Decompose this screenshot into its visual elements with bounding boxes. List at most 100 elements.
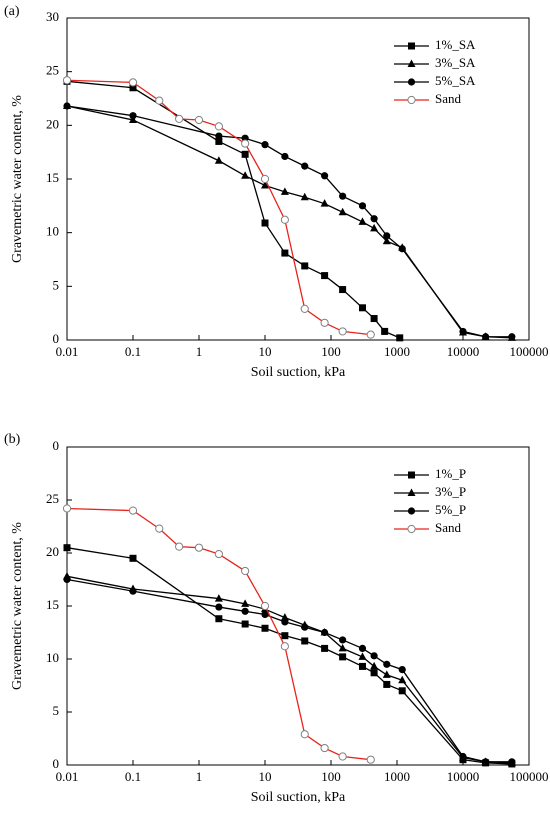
marker	[155, 524, 164, 533]
marker	[62, 76, 72, 85]
marker	[321, 172, 329, 180]
marker	[301, 623, 309, 631]
marker	[194, 115, 204, 125]
marker	[260, 174, 270, 184]
x-tick-label: 100000	[510, 344, 549, 359]
legend-label: 1%_P	[435, 466, 466, 481]
y-tick-label: 25	[46, 491, 59, 506]
marker	[338, 643, 347, 652]
marker	[370, 669, 378, 677]
marker	[63, 544, 71, 552]
marker	[300, 192, 309, 201]
legend-label: 5%_SA	[435, 73, 476, 88]
marker	[62, 504, 72, 513]
marker	[241, 150, 249, 158]
marker	[241, 566, 250, 576]
marker	[358, 644, 367, 653]
marker	[261, 180, 269, 189]
marker	[398, 666, 406, 674]
y-tick-label: 0	[53, 438, 60, 453]
x-tick-label: 100	[321, 344, 341, 359]
marker	[129, 112, 137, 120]
marker	[382, 670, 391, 678]
legend-label: 1%_SA	[435, 37, 476, 52]
legend-marker	[408, 471, 415, 479]
marker	[129, 554, 137, 562]
marker	[459, 752, 467, 761]
marker	[381, 327, 389, 335]
marker	[339, 653, 347, 661]
marker	[280, 215, 289, 224]
marker	[128, 78, 138, 87]
y-tick-label: 5	[53, 703, 60, 718]
series-line	[66, 80, 400, 339]
legend-marker	[407, 488, 416, 496]
marker	[241, 599, 250, 607]
marker	[321, 272, 329, 280]
marker	[398, 675, 407, 684]
marker	[241, 139, 250, 148]
legend-label: Sand	[435, 91, 462, 106]
marker	[320, 743, 329, 753]
marker	[241, 171, 250, 179]
marker	[459, 327, 467, 336]
marker	[358, 304, 366, 312]
y-tick-label: 30	[46, 9, 59, 24]
x-tick-label: 10	[259, 344, 272, 359]
y-tick-label: 5	[53, 277, 60, 292]
y-tick-label: 20	[46, 116, 59, 131]
x-axis-label: Soil suction, kPa	[251, 365, 346, 380]
marker	[338, 327, 347, 336]
panel-label: (b)	[4, 432, 21, 447]
marker	[396, 334, 404, 342]
marker	[155, 96, 164, 105]
y-tick-label: 0	[53, 331, 60, 346]
legend-label: 3%_SA	[435, 55, 476, 70]
x-tick-label: 10000	[447, 344, 480, 359]
marker	[214, 122, 223, 131]
marker	[280, 613, 289, 621]
series-line	[66, 105, 512, 338]
marker	[481, 758, 490, 766]
x-tick-label: 0.01	[56, 769, 79, 784]
marker	[366, 330, 375, 339]
y-tick-label: 20	[46, 544, 59, 559]
marker	[300, 730, 309, 739]
marker	[63, 575, 71, 584]
marker	[175, 114, 184, 123]
series-line	[66, 105, 512, 339]
marker	[398, 245, 406, 253]
x-tick-label: 1000	[384, 769, 410, 784]
series-line	[66, 79, 371, 336]
marker	[481, 333, 490, 341]
marker	[63, 102, 71, 110]
marker	[281, 632, 289, 640]
marker	[260, 601, 270, 611]
marker	[261, 624, 269, 632]
marker	[358, 202, 367, 210]
x-tick-label: 1	[196, 344, 203, 359]
marker	[261, 141, 269, 149]
x-tick-label: 1000	[384, 344, 410, 359]
y-axis-label: Gravemetric water content, %	[10, 522, 25, 690]
marker	[370, 661, 379, 670]
marker	[508, 758, 516, 766]
marker	[194, 543, 204, 552]
y-tick-label: 10	[46, 224, 59, 239]
marker	[261, 219, 269, 227]
marker	[281, 249, 289, 257]
marker	[281, 152, 289, 161]
series-line	[66, 578, 512, 763]
legend-marker	[407, 95, 416, 105]
series-line	[66, 575, 512, 764]
marker	[129, 84, 137, 92]
marker	[175, 542, 184, 551]
marker	[339, 636, 347, 644]
marker	[339, 286, 347, 294]
marker	[214, 594, 223, 602]
x-tick-label: 0.1	[125, 344, 141, 359]
y-tick-label: 15	[46, 597, 59, 612]
marker	[338, 207, 347, 216]
panel-label: (a)	[4, 4, 20, 19]
